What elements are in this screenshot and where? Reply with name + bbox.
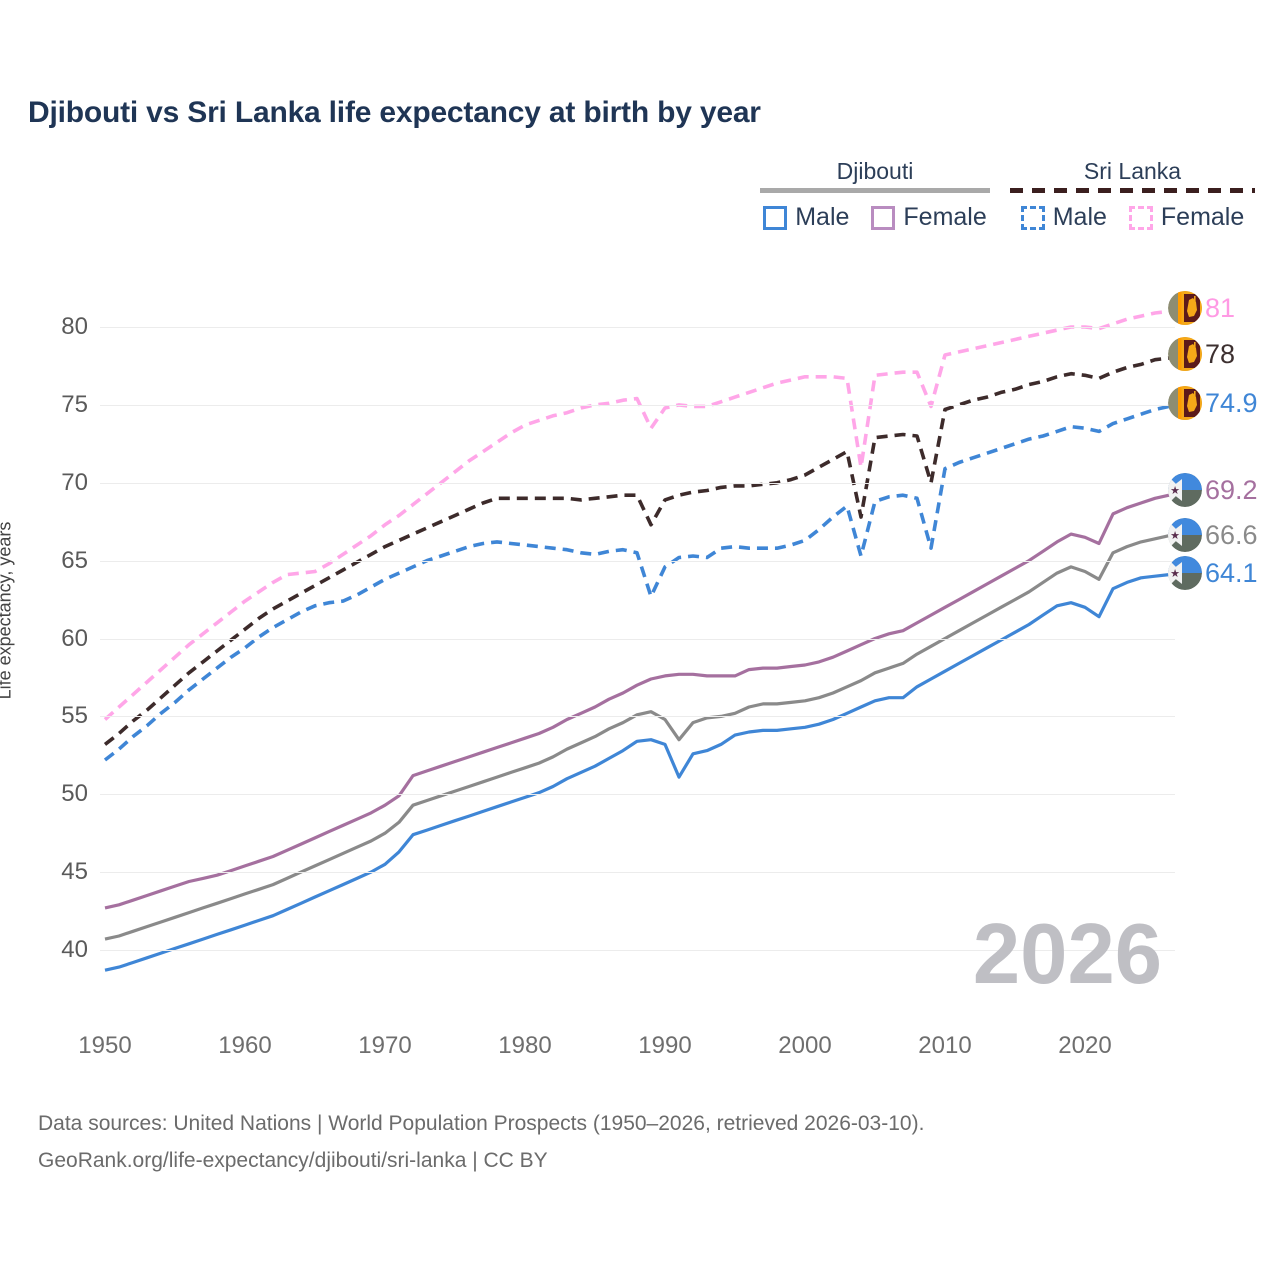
series-end-label: 78 — [1168, 337, 1235, 371]
series-end-value: 74.9 — [1205, 387, 1258, 418]
x-axis-tick: 2020 — [1058, 1032, 1112, 1059]
y-axis-tick: 55 — [61, 702, 88, 730]
legend-item-djibouti-male[interactable]: Male — [763, 203, 849, 232]
gridline — [100, 638, 1175, 640]
flag-icon-sri-lanka — [1168, 291, 1202, 325]
series-end-label: 74.9 — [1168, 386, 1258, 420]
legend-group-djibouti: Djibouti Male Female — [760, 158, 990, 232]
flag-icon-djibouti: ★ — [1168, 556, 1202, 590]
legend-item-label: Male — [795, 203, 850, 231]
gridline — [100, 327, 1175, 328]
legend-group-title: Sri Lanka — [1083, 158, 1182, 184]
legend-swatch-icon — [1020, 205, 1045, 230]
gridline — [100, 716, 1175, 718]
svg-text:★: ★ — [1170, 485, 1180, 497]
series-line-sri-lanka-female — [103, 309, 1170, 721]
legend-swatch-icon — [1128, 205, 1153, 230]
legend-item-djibouti-female[interactable]: Female — [871, 203, 987, 232]
gridline — [100, 872, 1175, 874]
x-axis-tick: 1980 — [498, 1032, 552, 1059]
x-axis-tick: 2000 — [778, 1032, 832, 1059]
legend-item-label: Female — [1160, 203, 1245, 231]
legend-group-rule-solid — [760, 188, 990, 193]
footer-credits: Data sources: United Nations | World Pop… — [38, 1106, 924, 1180]
series-end-label: ★ 66.6 — [1168, 518, 1258, 552]
y-axis-tick: 80 — [61, 313, 88, 340]
series-line-sri-lanka-male — [103, 404, 1170, 762]
gridline — [100, 404, 1175, 406]
footer-line-1: Data sources: United Nations | World Pop… — [38, 1112, 925, 1135]
legend-swatch-icon — [763, 205, 788, 230]
legend-group-rule-dashed — [1010, 188, 1255, 193]
y-axis-tick: 50 — [61, 780, 88, 808]
series-end-value: 78 — [1205, 338, 1236, 369]
y-axis-tick: 60 — [61, 624, 88, 652]
page-title: Djibouti vs Sri Lanka life expectancy at… — [28, 96, 761, 129]
flag-icon-djibouti: ★ — [1168, 473, 1202, 507]
legend-swatch-icon — [871, 205, 896, 230]
y-axis-tick: 70 — [61, 468, 88, 496]
series-end-label: ★ 64.1 — [1168, 556, 1258, 590]
gridline — [100, 560, 1175, 562]
series-end-value: 66.6 — [1205, 519, 1258, 550]
flag-icon-djibouti: ★ — [1168, 518, 1202, 552]
x-axis-tick: 1990 — [638, 1032, 692, 1059]
gridline — [100, 950, 1175, 951]
series-line-sri-lanka-total — [103, 356, 1170, 746]
x-axis-tick: 1970 — [358, 1032, 412, 1059]
legend: Djibouti Male Female Sri Lanka Male Female — [0, 158, 1280, 244]
y-axis-tick: 45 — [61, 858, 88, 886]
flag-icon-sri-lanka — [1168, 337, 1202, 371]
y-axis-tick: 65 — [61, 546, 88, 574]
x-axis-tick: 2010 — [918, 1032, 972, 1059]
series-end-value: 81 — [1205, 292, 1236, 323]
svg-text:★: ★ — [1170, 530, 1180, 542]
y-axis-label: Life expectancy, years — [0, 521, 15, 700]
flag-icon-sri-lanka — [1168, 386, 1202, 420]
x-axis-tick: 1950 — [78, 1032, 132, 1059]
series-end-value: 69.2 — [1205, 474, 1258, 505]
legend-group-sri-lanka: Sri Lanka Male Female — [1010, 158, 1255, 232]
series-line-djibouti-total — [104, 534, 1170, 941]
y-axis-tick: 75 — [61, 390, 88, 418]
footer-line-2: GeoRank.org/life-expectancy/djibouti/sri… — [38, 1148, 548, 1172]
legend-item-label: Male — [1052, 203, 1107, 231]
svg-text:★: ★ — [1170, 568, 1180, 580]
year-watermark: 2026 — [972, 907, 1162, 1002]
gridline — [100, 482, 1175, 484]
x-axis-tick: 1960 — [218, 1032, 272, 1059]
y-axis-tick: 40 — [61, 936, 88, 963]
legend-item-label: Female — [903, 203, 987, 231]
gridline — [100, 794, 1175, 796]
series-end-label: 81 — [1168, 291, 1235, 325]
legend-group-title: Djibouti — [836, 158, 914, 184]
legend-item-sri-lanka-female[interactable]: Female — [1128, 203, 1245, 232]
series-end-value: 64.1 — [1205, 557, 1258, 588]
legend-item-sri-lanka-male[interactable]: Male — [1020, 203, 1107, 232]
series-end-label: ★ 69.2 — [1168, 473, 1258, 507]
series-line-djibouti-female — [104, 493, 1170, 910]
